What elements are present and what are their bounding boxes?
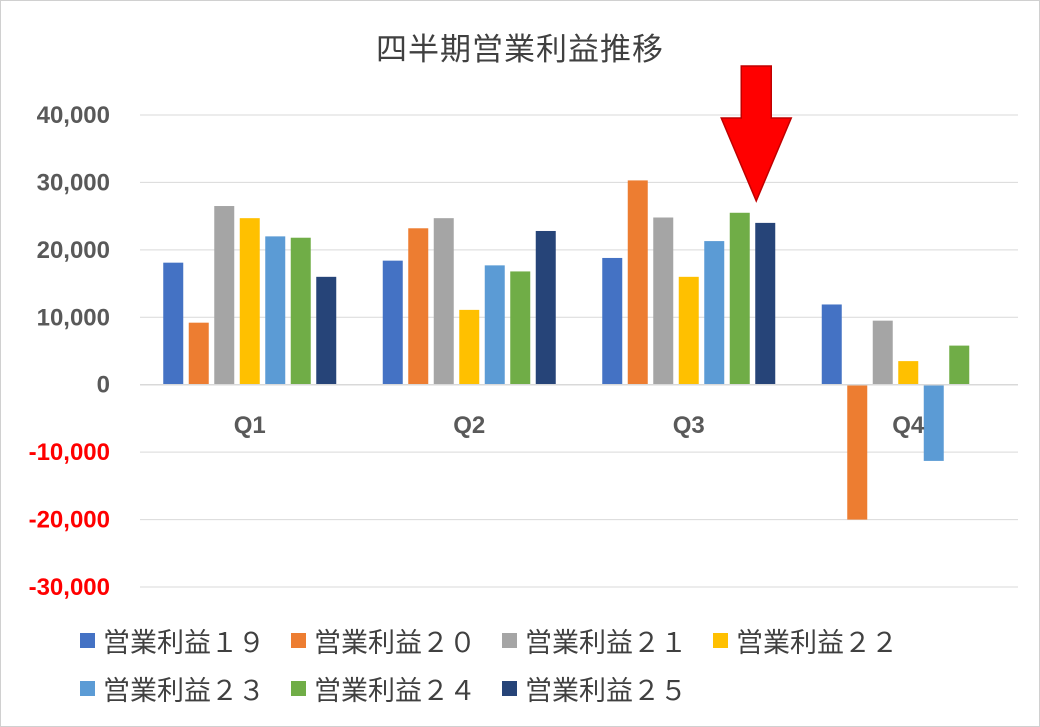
x-axis-labels: Q1 Q2 Q3 Q4 — [234, 412, 925, 439]
x-tick-label: Q4 — [892, 412, 925, 439]
bar — [459, 309, 480, 385]
legend-swatch — [502, 680, 517, 696]
bar — [898, 361, 919, 385]
y-tick-label: 30,000 — [37, 169, 110, 196]
bar — [847, 384, 868, 520]
legend-swatch — [291, 632, 306, 648]
legend-label: 営業利益２３ — [103, 675, 265, 707]
bar — [239, 218, 260, 385]
legend-swatch — [291, 680, 306, 696]
legend-swatch — [80, 632, 95, 648]
bar — [316, 276, 337, 385]
y-tick-label: 10,000 — [37, 304, 110, 331]
y-tick-label: -30,000 — [29, 574, 110, 601]
legend-label: 営業利益２２ — [736, 627, 898, 659]
legend-label: 営業利益２４ — [314, 675, 476, 707]
bar — [949, 345, 970, 385]
bar — [602, 257, 623, 385]
bar — [265, 236, 286, 385]
bar — [729, 212, 750, 385]
bar — [510, 271, 531, 385]
legend-swatch — [80, 680, 95, 696]
down-arrow-annotation — [720, 65, 793, 203]
bar — [627, 180, 648, 385]
bar — [188, 322, 209, 385]
legend-item: 営業利益１９ — [80, 621, 265, 660]
y-tick-label: -20,000 — [29, 507, 110, 534]
x-tick-label: Q2 — [453, 412, 485, 439]
y-tick-label: -10,000 — [29, 439, 110, 466]
bar — [755, 222, 776, 385]
y-tick-label: 20,000 — [37, 237, 110, 264]
bar — [678, 276, 699, 385]
legend-item: 営業利益２４ — [291, 669, 476, 708]
legend-label: 営業利益２０ — [314, 627, 476, 659]
legend-swatch — [713, 632, 728, 648]
legend-label: 営業利益２１ — [525, 627, 687, 659]
legend-row: 営業利益２３ 営業利益２４ 営業利益２５ — [80, 664, 1020, 712]
bar — [821, 304, 842, 385]
legend-item: 営業利益２２ — [713, 621, 898, 660]
gridlines — [140, 114, 1018, 588]
bars — [140, 180, 1018, 520]
bar — [433, 218, 454, 385]
y-tick-label: 0 — [97, 372, 110, 399]
legend-swatch — [502, 632, 517, 648]
bar — [923, 384, 944, 461]
bar — [163, 262, 184, 385]
legend-label: 営業利益１９ — [103, 627, 265, 659]
bar — [704, 241, 725, 385]
legend-item: 営業利益２１ — [502, 621, 687, 660]
y-tick-label: 40,000 — [37, 102, 110, 129]
y-axis-labels: 40,000 30,000 20,000 10,000 0 -10,000 -20,000 -… — [29, 102, 110, 601]
annotation — [720, 65, 793, 203]
legend: 営業利益１９ 営業利益２０ 営業利益２１ 営業利益２２ 営業利益２３ 営業利益２４ 営業利… — [80, 616, 1020, 712]
bar — [382, 260, 403, 385]
bar — [214, 206, 235, 385]
legend-item: 営業利益２５ — [502, 669, 687, 708]
legend-row: 営業利益１９ 営業利益２０ 営業利益２１ 営業利益２２ — [80, 616, 1020, 664]
legend-item: 営業利益２０ — [291, 621, 476, 660]
x-tick-label: Q3 — [673, 412, 705, 439]
bar — [535, 230, 556, 385]
legend-item: 営業利益２３ — [80, 669, 265, 708]
legend-label: 営業利益２５ — [525, 675, 687, 707]
x-tick-label: Q1 — [234, 412, 266, 439]
bar — [653, 217, 674, 385]
bar — [872, 320, 893, 385]
bar — [408, 228, 429, 385]
chart-title: 四半期営業利益推移 — [376, 32, 664, 68]
bar — [484, 265, 505, 385]
bar — [290, 237, 311, 385]
